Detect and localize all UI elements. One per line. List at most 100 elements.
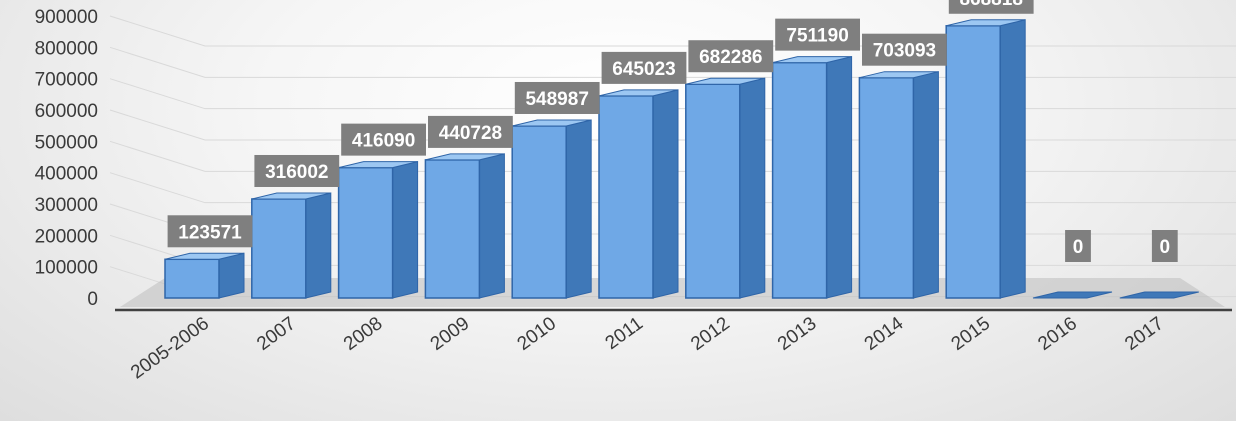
data-label-box <box>167 215 253 248</box>
bar <box>598 89 679 299</box>
data-label-text: 751190 <box>786 26 848 47</box>
x-tick-label: 2016 <box>1034 313 1081 355</box>
data-label-text: 868818 <box>959 0 1022 10</box>
data-label-box <box>601 51 687 84</box>
bar-front-face <box>945 25 1001 299</box>
bar-side-face <box>218 252 245 299</box>
bar-side-face <box>739 77 766 299</box>
bar <box>251 192 332 299</box>
bar-front-face <box>164 258 220 299</box>
data-label: 416090 <box>341 123 426 156</box>
bar-top-face <box>598 89 679 97</box>
bar <box>771 55 853 299</box>
y-axis-tick-labels: 0 100000 200000 300000 400000 500000 600000 700… <box>35 7 98 310</box>
data-label-box <box>428 115 513 148</box>
data-label-text: 416090 <box>352 131 415 152</box>
x-axis-tick-labels: 2005-2006 2007 2008 2009 2010 2011 2012 2013 201… <box>127 313 1168 384</box>
y-tick-label: 800000 <box>35 38 98 59</box>
data-label-box <box>862 33 947 66</box>
y-tick-label: 400000 <box>35 164 98 185</box>
y-tick-label: 200000 <box>35 226 98 247</box>
bar-side-face <box>478 153 505 299</box>
bar <box>511 119 592 299</box>
bar <box>685 77 766 299</box>
x-tick-label: 2010 <box>514 313 561 355</box>
data-label-text: 316002 <box>265 162 328 183</box>
bar-front-face <box>771 61 828 299</box>
data-label-text: 682286 <box>699 47 762 68</box>
data-label-box <box>1151 230 1178 262</box>
bar <box>337 160 419 299</box>
data-label-text: 0 <box>1160 237 1171 258</box>
gridlines <box>109 15 1236 298</box>
data-label-box <box>775 18 860 51</box>
x-tick-label: 2013 <box>774 313 821 355</box>
x-tick-label: 2005-2006 <box>127 313 213 383</box>
data-label-box <box>688 40 774 73</box>
data-label: 703093 <box>862 33 947 66</box>
data-labels: 123571 316002 416090 440728 548987 645023 6822… <box>167 0 1178 262</box>
data-label-text: 440728 <box>439 123 502 144</box>
data-label: 868818 <box>948 0 1034 14</box>
bar-top-face <box>772 56 852 64</box>
bar-front-face <box>337 166 394 299</box>
bar-top-face <box>512 119 592 127</box>
x-tick-label: 2009 <box>427 313 474 355</box>
bar-flat-face <box>1119 291 1199 299</box>
bar-front-face <box>598 95 654 299</box>
data-label: 0 <box>1151 230 1178 262</box>
x-tick-label: 2014 <box>861 313 908 355</box>
bar-front-face <box>511 125 567 299</box>
bar-top-face <box>425 153 505 161</box>
bar-top-face <box>685 77 765 85</box>
data-label: 682286 <box>688 40 774 73</box>
bar-side-face <box>912 71 939 299</box>
bar-front-face <box>685 83 741 299</box>
data-label: 316002 <box>254 154 340 187</box>
bar <box>945 19 1026 299</box>
bar <box>858 71 939 299</box>
data-label: 751190 <box>775 18 860 51</box>
bar-side-face <box>565 119 592 299</box>
y-tick-label: 900000 <box>35 7 98 28</box>
bar-side-face <box>652 89 679 299</box>
data-label-text: 548987 <box>525 89 588 110</box>
data-label-box <box>254 154 340 187</box>
data-label: 0 <box>1065 230 1091 262</box>
x-tick-label: 2008 <box>340 313 387 355</box>
bar-side-face <box>826 55 853 299</box>
x-tick-label: 2015 <box>948 313 995 355</box>
bar-top-face <box>164 252 245 260</box>
bars <box>164 19 1199 299</box>
bar-flat-face <box>1032 291 1113 299</box>
y-tick-label: 700000 <box>35 70 98 91</box>
data-label-box <box>514 81 600 114</box>
x-tick-label: 2017 <box>1121 313 1168 355</box>
data-label-text: 0 <box>1073 237 1084 258</box>
bar <box>1119 291 1199 299</box>
data-label-box <box>1065 230 1091 262</box>
data-label: 123571 <box>167 215 253 248</box>
x-tick-label: 2012 <box>687 313 734 355</box>
y-tick-label: 300000 <box>35 195 98 216</box>
data-label: 645023 <box>601 51 687 84</box>
bar <box>424 153 505 299</box>
bar-side-face <box>305 192 332 299</box>
bar-side-face <box>999 19 1026 299</box>
y-tick-label: 100000 <box>35 258 98 279</box>
y-tick-label: 500000 <box>35 132 98 153</box>
data-label-box <box>341 123 426 156</box>
bar-side-face <box>392 160 419 299</box>
data-label: 548987 <box>514 81 600 114</box>
x-tick-label: 2007 <box>253 313 300 355</box>
bar-front-face <box>858 76 915 299</box>
data-label-text: 645023 <box>612 59 675 80</box>
bar-top-face <box>338 161 418 169</box>
x-tick-label: 2011 <box>602 313 647 354</box>
y-tick-label: 0 <box>87 289 98 310</box>
bar <box>164 252 245 299</box>
y-tick-label: 600000 <box>35 101 98 122</box>
data-label-text: 703093 <box>873 41 936 62</box>
data-label: 440728 <box>428 115 513 148</box>
